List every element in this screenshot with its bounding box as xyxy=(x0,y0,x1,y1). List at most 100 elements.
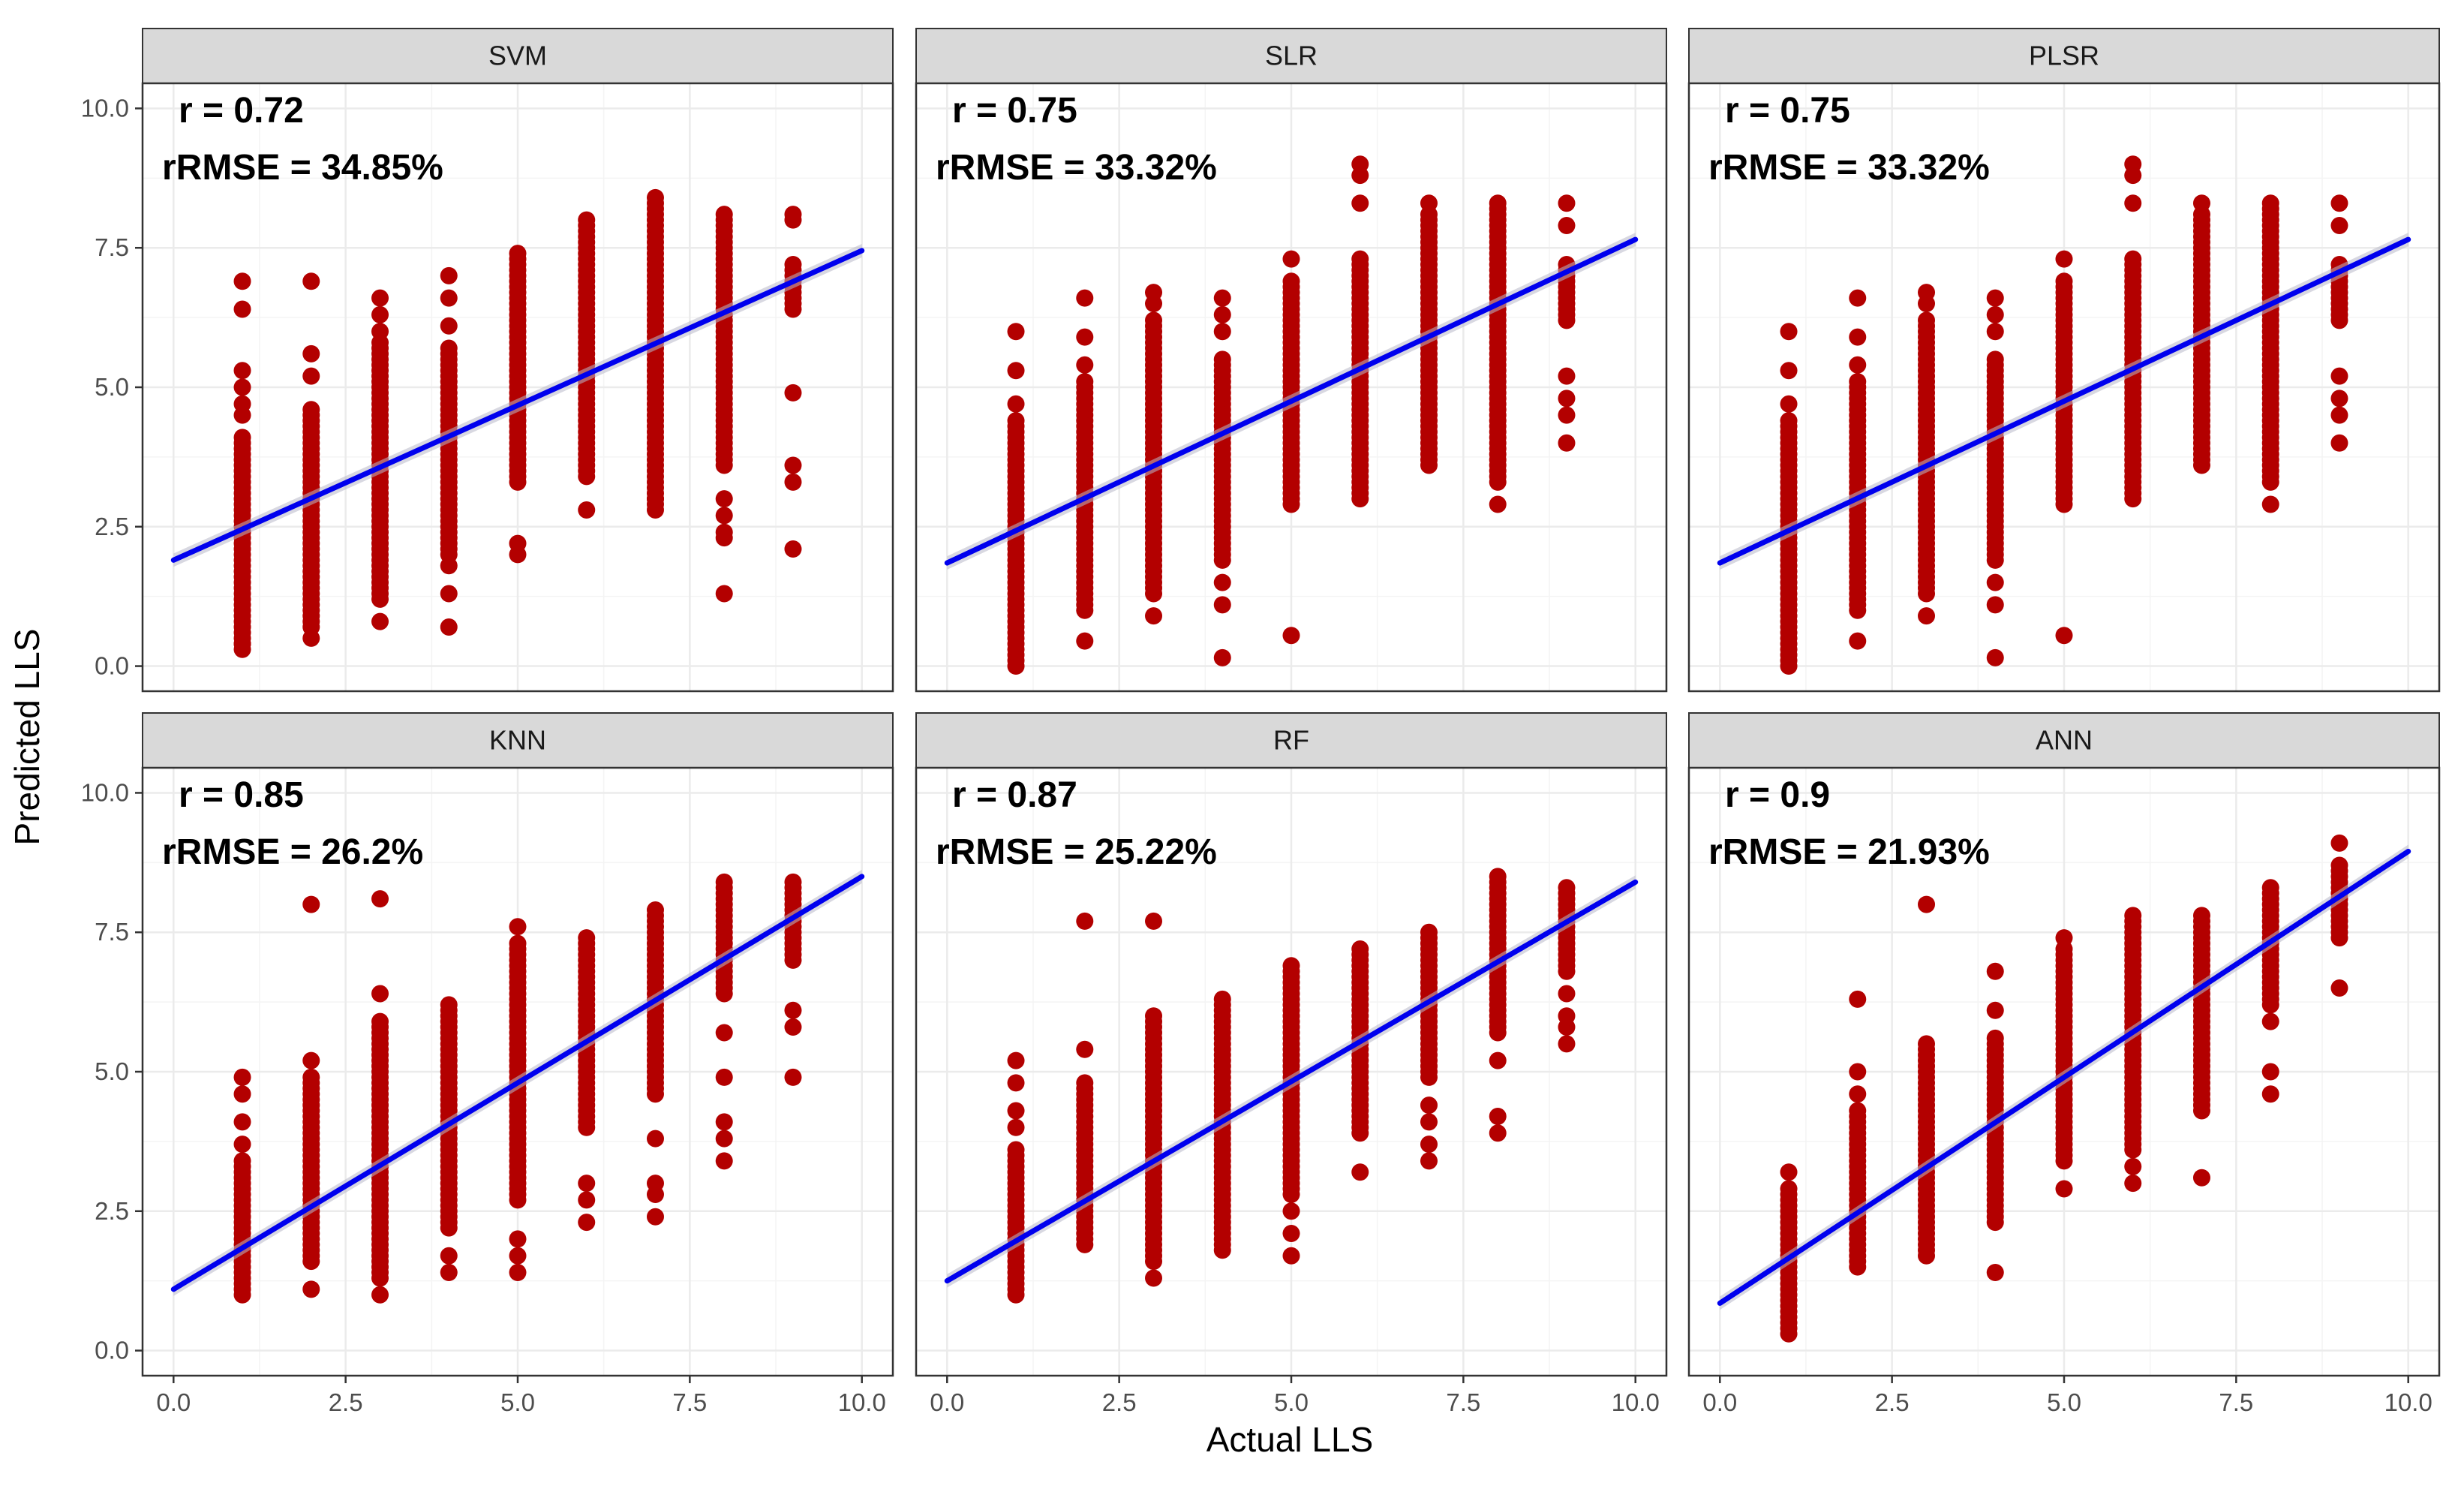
y-tick-label: 0.0 xyxy=(95,1337,129,1364)
data-point xyxy=(2192,907,2210,925)
data-point xyxy=(1007,1141,1025,1159)
x-tick-label: 7.5 xyxy=(1446,1388,1480,1416)
data-point xyxy=(784,1001,802,1019)
data-point xyxy=(440,317,458,335)
data-point xyxy=(2330,834,2348,852)
annotation-rrmse: rRMSE = 26.2% xyxy=(162,832,423,872)
data-point xyxy=(233,272,251,290)
data-point xyxy=(1849,328,1867,346)
data-point xyxy=(2124,1175,2142,1193)
x-tick-label: 0.0 xyxy=(156,1388,191,1416)
data-point xyxy=(1986,289,2004,307)
data-point xyxy=(1558,962,1576,980)
data-point xyxy=(509,245,527,263)
data-point xyxy=(2192,194,2210,212)
data-point xyxy=(302,344,320,362)
panel-rf: RF r = 0.87 rRMSE = 25.22% 0.0 2.5 5.0 7.5 10.0 xyxy=(915,712,1668,1416)
y-tick-label: 10.0 xyxy=(81,778,129,806)
data-point xyxy=(1780,1180,1798,1198)
data-point xyxy=(302,629,320,647)
data-point xyxy=(1489,495,1507,513)
data-point xyxy=(1986,962,2004,980)
data-point xyxy=(1489,1124,1507,1142)
data-point xyxy=(1420,1136,1438,1154)
data-point xyxy=(1849,356,1867,374)
data-point xyxy=(1849,990,1867,1008)
data-point xyxy=(1282,250,1300,268)
data-point xyxy=(509,918,527,936)
data-point xyxy=(578,1214,596,1232)
annotation-rrmse: rRMSE = 25.22% xyxy=(936,832,1217,872)
facet-label: KNN xyxy=(489,725,546,756)
data-points xyxy=(1007,155,1576,675)
annotation-r: r = 0.72 xyxy=(179,91,304,131)
data-point xyxy=(1145,1269,1163,1287)
data-point xyxy=(1918,311,1936,329)
data-point xyxy=(1558,985,1576,1003)
panel-border xyxy=(915,82,1668,693)
annotation-rrmse: rRMSE = 34.85% xyxy=(162,148,443,188)
facet-strip xyxy=(915,28,1667,84)
data-point xyxy=(1213,990,1231,1008)
data-point xyxy=(1558,194,1576,212)
data-point xyxy=(646,1175,664,1193)
data-point xyxy=(1213,573,1231,591)
data-point xyxy=(440,996,458,1014)
data-point xyxy=(1986,323,2004,341)
y-tick-label: 2.5 xyxy=(95,513,129,540)
data-point xyxy=(440,1247,458,1265)
data-point xyxy=(715,585,733,603)
data-point xyxy=(371,305,389,323)
y-tick-label: 5.0 xyxy=(95,373,129,401)
data-point xyxy=(1076,1040,1094,1058)
data-point xyxy=(2330,390,2348,408)
data-point xyxy=(1145,311,1163,329)
y-tick-label: 7.5 xyxy=(95,233,129,261)
data-point xyxy=(233,429,251,447)
data-point xyxy=(1780,412,1798,430)
data-point xyxy=(784,206,802,224)
data-point xyxy=(1145,1007,1163,1025)
data-point xyxy=(715,490,733,508)
data-point xyxy=(1489,1107,1507,1125)
y-tick-label: 0.0 xyxy=(95,652,129,680)
data-point xyxy=(1420,1113,1438,1131)
data-point xyxy=(2124,250,2142,268)
data-point xyxy=(2330,979,2348,997)
data-point xyxy=(233,635,251,653)
data-point xyxy=(2055,627,2073,645)
y-tick-label: 2.5 xyxy=(95,1197,129,1225)
data-point xyxy=(2055,272,2073,290)
y-tick-label: 7.5 xyxy=(95,918,129,946)
data-point xyxy=(1076,373,1094,391)
data-point xyxy=(1986,1029,2004,1047)
data-point xyxy=(509,1247,527,1265)
data-point xyxy=(1780,323,1798,341)
data-point xyxy=(233,378,251,396)
data-point xyxy=(302,895,320,913)
x-axis-title: Actual LLS xyxy=(1206,1420,1373,1459)
facet-label: SLR xyxy=(1265,41,1318,71)
data-point xyxy=(2330,434,2348,452)
data-point xyxy=(1213,596,1231,614)
data-point xyxy=(2055,929,2073,947)
data-point xyxy=(509,534,527,552)
data-point xyxy=(1558,390,1576,408)
x-tick-label: 5.0 xyxy=(2047,1388,2081,1416)
data-point xyxy=(1849,289,1867,307)
data-point xyxy=(715,523,733,541)
panel-border xyxy=(1687,82,2441,693)
data-point xyxy=(1986,350,2004,368)
data-point xyxy=(233,362,251,380)
data-point xyxy=(715,873,733,891)
data-point xyxy=(784,384,802,402)
regression-line xyxy=(944,879,1639,1284)
data-point xyxy=(233,1085,251,1103)
y-tick-label: 5.0 xyxy=(95,1057,129,1085)
data-point xyxy=(1282,1202,1300,1220)
data-point xyxy=(578,929,596,947)
y-tick-label: 10.0 xyxy=(81,94,129,122)
data-point xyxy=(371,289,389,307)
data-point xyxy=(1351,194,1369,212)
